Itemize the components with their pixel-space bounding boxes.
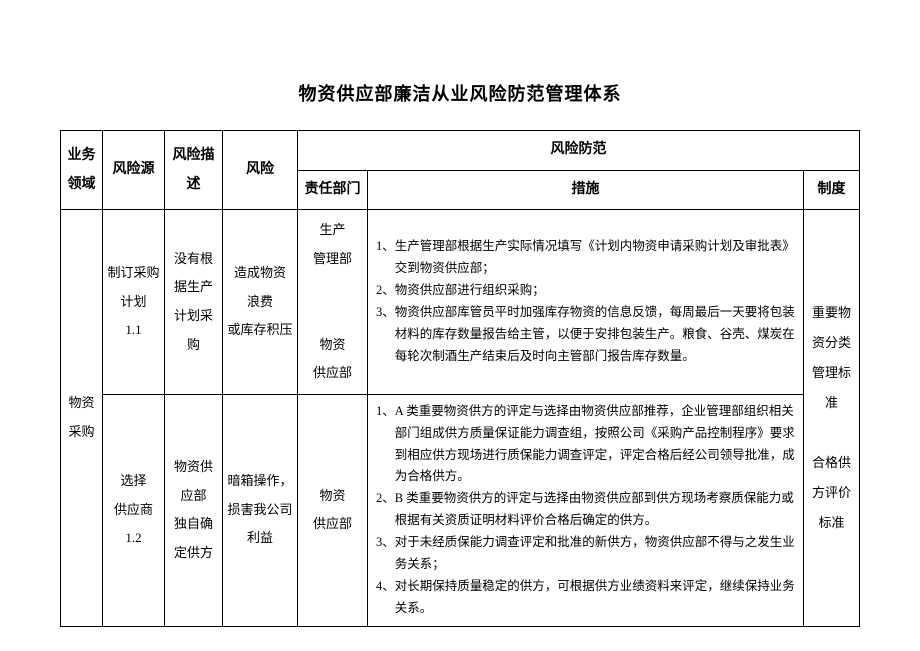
cell-dept-1: 生产 管理部 物资 供应部 bbox=[298, 210, 368, 395]
cell-dept-2: 物资 供应部 bbox=[298, 394, 368, 626]
header-domain: 业务领域 bbox=[61, 131, 103, 210]
header-desc: 风险描述 bbox=[165, 131, 223, 210]
header-row-1: 业务领域 风险源 风险描述 风险 风险防范 bbox=[61, 131, 860, 171]
header-risk: 风险 bbox=[223, 131, 298, 210]
table-row: 物资采购 制订采购 计划 1.1 没有根 据生产 计划采 购 造成物资 浪费 或… bbox=[61, 210, 860, 395]
cell-desc-1: 没有根 据生产 计划采 购 bbox=[165, 210, 223, 395]
measure-item: 2、 B 类重要物资供方的评定与选择由物资供应部到供方现场考察质保能力或根据有关… bbox=[376, 488, 795, 532]
measure-item: 3、 物资供应部库管员平时加强库存物资的信息反馈，每周最后一天要将包装材料的库存… bbox=[376, 302, 795, 368]
document-page: 物资供应部廉洁从业风险防范管理体系 业务领域 风险源 风险描述 风险 风险防范 … bbox=[0, 0, 920, 637]
cell-measures-2: 1、 A 类重要物资供方的评定与选择由物资供应部推荐，企业管理部组织相关部门组成… bbox=[368, 394, 804, 626]
cell-desc-2: 物资供 应部 独自确 定供方 bbox=[165, 394, 223, 626]
cell-source-2: 选择 供应商 1.2 bbox=[103, 394, 165, 626]
cell-risk-1: 造成物资 浪费 或库存积压 bbox=[223, 210, 298, 395]
page-title: 物资供应部廉洁从业风险防范管理体系 bbox=[60, 80, 860, 106]
cell-source-1: 制订采购 计划 1.1 bbox=[103, 210, 165, 395]
measure-item: 4、 对长期保持质量稳定的供方，可根据供方业绩资料来评定，继续保持业务关系。 bbox=[376, 576, 795, 620]
cell-measures-1: 1、 生产管理部根据生产实际情况填写《计划内物资申请采购计划及审批表》交到物资供… bbox=[368, 210, 804, 395]
cell-domain: 物资采购 bbox=[61, 210, 103, 626]
header-prevention: 风险防范 bbox=[298, 131, 860, 171]
risk-table: 业务领域 风险源 风险描述 风险 风险防范 责任部门 措施 制度 物资采购 制订… bbox=[60, 130, 860, 627]
measure-item: 1、 A 类重要物资供方的评定与选择由物资供应部推荐，企业管理部组织相关部门组成… bbox=[376, 401, 795, 489]
cell-risk-2: 暗箱操作， 损害我公司 利益 bbox=[223, 394, 298, 626]
header-measures: 措施 bbox=[368, 170, 804, 210]
measure-item: 2、 物资供应部进行组织采购； bbox=[376, 280, 795, 302]
measure-item: 1、 生产管理部根据生产实际情况填写《计划内物资申请采购计划及审批表》交到物资供… bbox=[376, 236, 795, 280]
measure-item: 3、 对于未经质保能力调查评定和批准的新供方，物资供应部不得与之发生业务关系； bbox=[376, 532, 795, 576]
table-row: 选择 供应商 1.2 物资供 应部 独自确 定供方 暗箱操作， 损害我公司 利益… bbox=[61, 394, 860, 626]
cell-regime: 重要物 资分类 管理标 准 合格供 方评价 标准 bbox=[803, 210, 859, 626]
header-source: 风险源 bbox=[103, 131, 165, 210]
header-dept: 责任部门 bbox=[298, 170, 368, 210]
header-regime: 制度 bbox=[803, 170, 859, 210]
